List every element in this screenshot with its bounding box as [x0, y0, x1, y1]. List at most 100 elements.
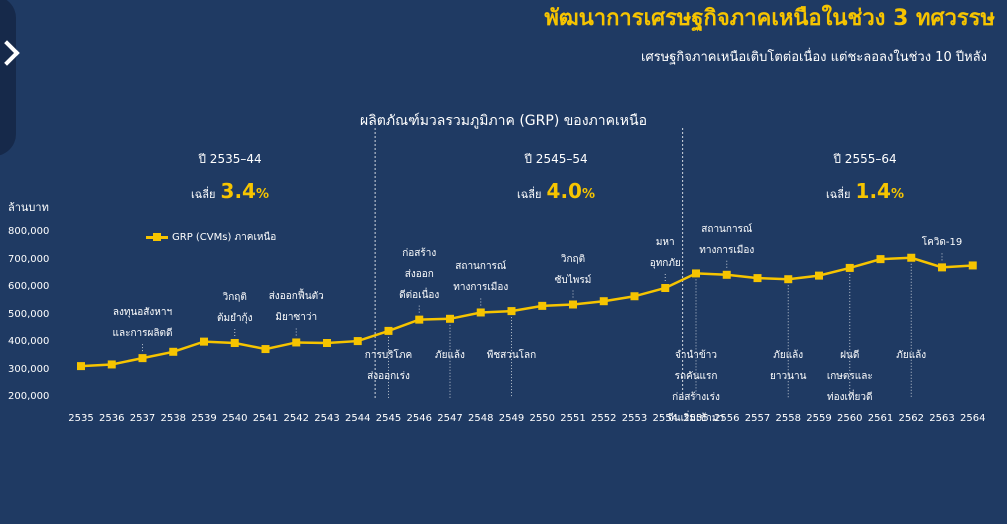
x-tick-label: 2555 — [683, 413, 709, 424]
annotation-line: ฝนดี — [840, 350, 860, 361]
annotation-line: สถานการณ์ — [701, 223, 753, 235]
x-tick-label: 2550 — [529, 413, 555, 424]
period-1-avg-value: 3.4 — [220, 179, 256, 203]
annotation-line: ก่อสร้างเร่ง — [672, 392, 720, 403]
annotation-line: ส่งออก — [404, 268, 434, 280]
annotation-line: และการผลิตดี — [112, 328, 173, 340]
x-tick-label: 2540 — [222, 413, 248, 424]
data-point — [292, 338, 301, 347]
period-1: ปี 2535–44 เฉลี่ย 3.4% — [150, 150, 310, 203]
data-point — [77, 362, 85, 371]
annotation-label: ส่งออกฟื้นตัวมิยาซาว่า — [251, 286, 341, 328]
x-tick-label: 2561 — [867, 413, 894, 424]
annotation-line: ต้มยำกุ้ง — [217, 313, 253, 324]
data-point — [446, 314, 454, 323]
period-1-label: ปี 2535–44 — [198, 152, 262, 166]
x-tick-label: 2562 — [898, 413, 924, 424]
data-point — [107, 360, 116, 369]
y-tick-label: 500,000 — [8, 308, 50, 320]
x-tick-label: 2554 — [652, 413, 678, 424]
y-tick-label: 600,000 — [8, 281, 50, 292]
annotation-line: ภัยแล้ง — [896, 350, 927, 361]
annotation-line: ดีต่อเนื่อง — [399, 289, 440, 301]
annotation-line: การบริโภค — [364, 350, 413, 361]
x-tick-label: 2551 — [560, 413, 586, 424]
data-point — [753, 274, 762, 283]
page-subtitle: เศรษฐกิจภาคเหนือเติบโตต่อเนื่อง แต่ชะลอล… — [641, 50, 987, 65]
annotation-line: สถานการณ์ — [455, 261, 507, 273]
annotation-line: อุทกภัย — [649, 258, 681, 269]
data-point — [784, 275, 793, 284]
annotation-label: ภัยแล้งยาวนาน — [743, 345, 833, 387]
annotation-line: ภัยแล้ง — [773, 350, 804, 361]
x-tick-label: 2560 — [837, 413, 863, 424]
x-tick-label: 2546 — [406, 413, 432, 424]
y-tick-label: 700,000 — [8, 253, 50, 265]
x-tick-label: 2541 — [252, 413, 279, 424]
annotation-label: สถานการณ์ทางการเมือง — [436, 256, 526, 298]
y-tick-label: 800,000 — [8, 226, 50, 237]
annotation-label: ก่อสร้าง ส่งออก ดีต่อเนื่อง — [374, 243, 464, 306]
x-tick-label: 2548 — [468, 413, 494, 424]
data-point — [230, 339, 239, 347]
chart-title: ผลิตภัณฑ์มวลรวมภูมิภาค (GRP) ของภาคเหนือ — [359, 113, 647, 129]
x-tick-label: 2539 — [191, 413, 217, 424]
x-tick-label: 2558 — [775, 413, 801, 424]
x-tick-label: 2542 — [283, 413, 309, 424]
data-point — [384, 326, 393, 335]
x-tick-label: 2559 — [806, 413, 832, 424]
x-tick-label: 2564 — [960, 413, 986, 424]
legend-label: GRP (CVMs) ภาคเหนือ — [172, 232, 277, 243]
data-point — [476, 308, 485, 317]
annotation-line: รถคันแรก — [674, 371, 718, 382]
annotation-line: ทางการเมือง — [453, 282, 509, 294]
data-point — [722, 270, 731, 279]
period-1-avg-label: เฉลี่ย — [190, 188, 216, 201]
y-tick-label: 400,000 — [8, 336, 50, 347]
annotation-line: เกษตรและ — [826, 371, 873, 382]
data-point — [569, 300, 577, 309]
annotation-line: จีนเริ่มเข้ามา — [667, 413, 725, 424]
period-3-avg-label: เฉลี่ย — [825, 188, 851, 201]
annotation-label: มหา อุทกภัย — [620, 232, 710, 274]
annotation-line: โควิด-19 — [921, 237, 963, 249]
annotation-line: ลงทุนอสังหาฯ — [112, 307, 173, 319]
annotation-line: มิยาซาว่า — [275, 312, 318, 324]
page-title: พัฒนาการเศรษฐกิจภาคเหนือในช่วง 3 ทศวรรษ — [544, 6, 995, 31]
x-tick-label: 2537 — [129, 413, 156, 424]
x-tick-label: 2538 — [160, 413, 186, 424]
annotation-label: วิกฤติ ต้มยำกุ้ง — [190, 287, 280, 329]
annotation-label: ภัยแล้ง — [405, 345, 495, 366]
annotation-line: วิกฤติ — [560, 253, 586, 265]
annotation-label: จำนำข้าวรถคันแรกก่อสร้างเร่งจีนเริ่มเข้า… — [651, 345, 741, 429]
x-tick-label: 2553 — [621, 413, 648, 424]
x-tick-label: 2543 — [314, 413, 340, 424]
annotation-label: ลงทุนอสังหาฯและการผลิตดี — [98, 302, 188, 344]
annotation-line: ส่งออกฟื้นตัว — [268, 291, 324, 303]
data-point — [876, 255, 885, 264]
period-2-label: ปี 2545–54 — [524, 152, 588, 166]
x-tick-label: 2549 — [498, 413, 525, 424]
y-axis-label: ล้านบาท — [8, 201, 49, 214]
data-point — [323, 339, 331, 347]
x-tick-label: 2556 — [714, 413, 740, 424]
data-point — [261, 345, 270, 354]
annotation-line: จำนำข้าว — [675, 350, 717, 361]
annotation-line: ซับไพรม์ — [554, 274, 592, 286]
period-2-avg-label: เฉลี่ย — [516, 188, 542, 201]
annotation-line: ทางการเมือง — [699, 244, 755, 256]
data-point — [415, 315, 424, 324]
data-point — [692, 269, 700, 278]
annotation-label: โควิด-19 — [897, 232, 987, 253]
x-tick-label: 2545 — [375, 413, 402, 424]
annotation-line: ยาวนาน — [770, 371, 807, 382]
x-tick-label: 2535 — [68, 413, 94, 424]
x-tick-label: 2544 — [345, 413, 371, 424]
data-point — [507, 307, 516, 316]
data-point — [169, 347, 178, 356]
data-point — [845, 263, 854, 272]
period-2-avg-unit: % — [581, 187, 595, 202]
data-point — [599, 297, 608, 306]
data-point — [968, 261, 977, 270]
